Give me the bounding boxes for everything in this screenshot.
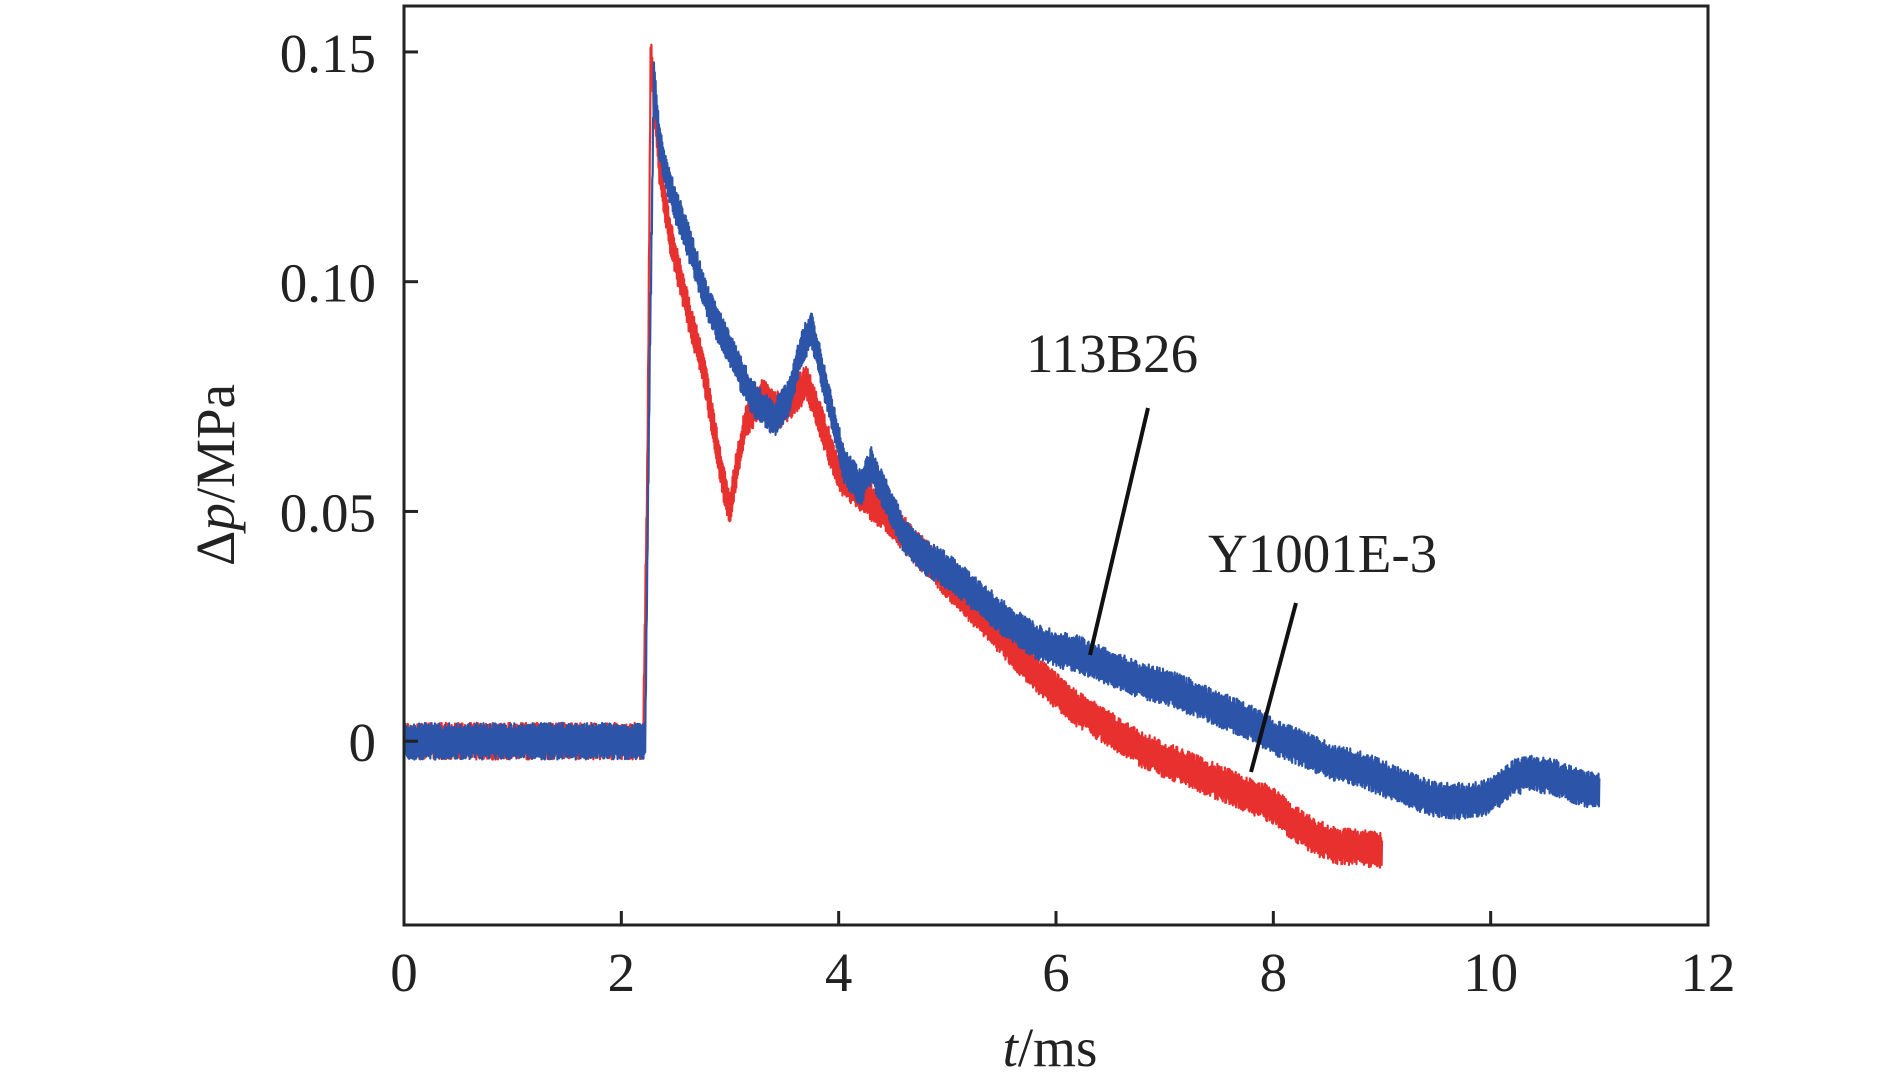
x-axis-ticks: 0 2 4 6 8 10 12 <box>390 911 1736 1003</box>
y-tick-label: 0.10 <box>280 253 376 314</box>
series-annotation-label: Y1001E-3 <box>1208 523 1437 584</box>
x-axis-label-variable: t <box>1003 1017 1020 1078</box>
x-tick-label: 12 <box>1681 942 1736 1003</box>
y-axis-label-variable: p <box>185 503 246 535</box>
y-tick-label: 0 <box>349 712 377 773</box>
annotation-leader-line <box>1088 407 1150 656</box>
series-annotation-label: 113B26 <box>1026 323 1198 384</box>
series-line-113b26 <box>402 61 1601 821</box>
annotation-leader-line <box>1249 602 1298 773</box>
x-axis-label-unit: /ms <box>1018 1017 1097 1078</box>
y-tick-label: 0.05 <box>280 482 376 543</box>
x-tick-label: 8 <box>1260 942 1288 1003</box>
x-axis-label: t/ms <box>1003 1017 1098 1078</box>
y-axis-label: Δp/MPa <box>185 384 246 566</box>
series-layer <box>402 43 1601 869</box>
x-tick-label: 4 <box>825 942 853 1003</box>
x-tick-label: 0 <box>390 942 418 1003</box>
y-axis-label-unit: /MPa <box>185 384 246 503</box>
x-tick-label: 10 <box>1463 942 1518 1003</box>
y-axis-ticks: 0 0.05 0.10 0.15 <box>280 23 418 773</box>
annotation-layer: 113B26 Y1001E-3 <box>1026 323 1437 773</box>
y-axis-label-prefix: Δ <box>185 531 246 566</box>
x-tick-label: 6 <box>1042 942 1070 1003</box>
y-tick-label: 0.15 <box>280 23 376 84</box>
x-tick-label: 2 <box>608 942 636 1003</box>
